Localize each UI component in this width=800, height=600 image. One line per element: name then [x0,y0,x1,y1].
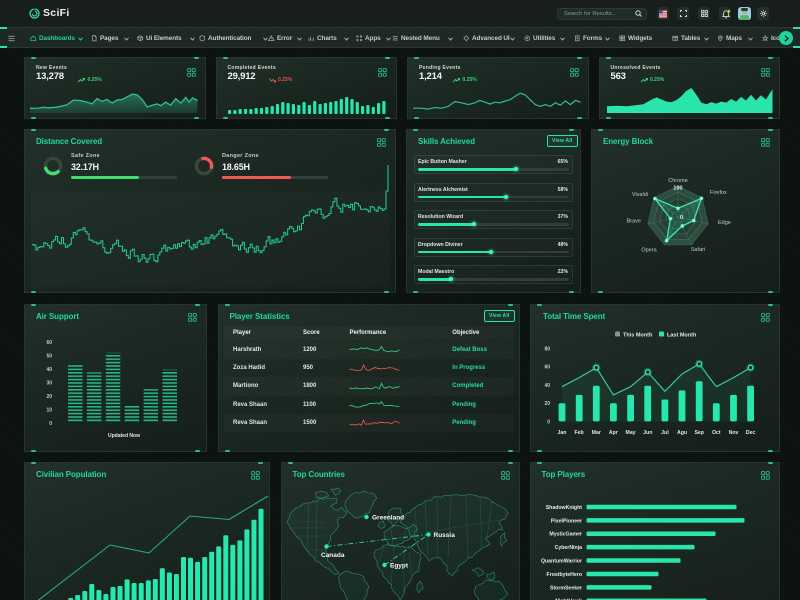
svg-text:Apr: Apr [609,430,618,436]
svg-text:Egypt: Egypt [390,563,409,570]
svg-text:FrostbyteHero: FrostbyteHero [546,572,581,578]
svg-text:10: 10 [46,408,52,414]
svg-text:StormSeeker: StormSeeker [549,585,581,591]
svg-text:0: 0 [680,215,683,221]
svg-text:Russia: Russia [433,532,455,539]
svg-text:PixelPioneer: PixelPioneer [550,518,581,524]
svg-text:This Month: This Month [623,333,653,339]
svg-text:Oct: Oct [712,430,721,436]
svg-text:CyberNinja: CyberNinja [554,545,582,551]
svg-text:20: 20 [46,394,52,400]
svg-text:Mar: Mar [592,430,601,436]
svg-text:0: 0 [49,421,52,427]
svg-text:Greenland: Greenland [372,515,404,522]
svg-text:50: 50 [46,354,52,360]
svg-text:80: 80 [544,346,550,352]
svg-text:40: 40 [544,383,550,389]
svg-text:ShadowKnight: ShadowKnight [545,505,582,511]
svg-text:Vivaldi: Vivaldi [632,192,648,198]
svg-text:Dec: Dec [746,430,756,436]
svg-text:May: May [626,430,636,436]
svg-text:Jan: Jan [558,430,567,436]
svg-text:Jun: Jun [643,430,652,436]
svg-text:Chrome: Chrome [668,178,688,184]
svg-text:20: 20 [544,401,550,407]
svg-text:QuantumWarrior: QuantumWarrior [540,559,581,565]
svg-text:0: 0 [547,419,550,425]
svg-text:Updated Now: Updated Now [108,433,140,439]
svg-text:Sep: Sep [694,430,704,436]
svg-text:Firefox: Firefox [710,190,727,196]
svg-text:60: 60 [544,365,550,371]
svg-text:Nov: Nov [729,430,739,436]
svg-text:NightHawk: NightHawk [555,599,582,600]
svg-text:Opera: Opera [641,248,657,254]
svg-text:Jul: Jul [661,430,669,436]
svg-text:Feb: Feb [574,430,583,436]
svg-text:60: 60 [46,340,52,346]
svg-text:100: 100 [673,186,682,192]
svg-text:Brave: Brave [627,219,641,225]
svg-text:MysticGamer: MysticGamer [549,532,582,538]
svg-text:Safari: Safari [691,247,705,253]
svg-text:Canada: Canada [321,552,345,559]
svg-text:Edge: Edge [718,220,731,226]
svg-text:40: 40 [46,367,52,373]
svg-text:Agu: Agu [677,430,687,436]
svg-text:30: 30 [46,381,52,387]
svg-text:Last Month: Last Month [667,333,697,339]
